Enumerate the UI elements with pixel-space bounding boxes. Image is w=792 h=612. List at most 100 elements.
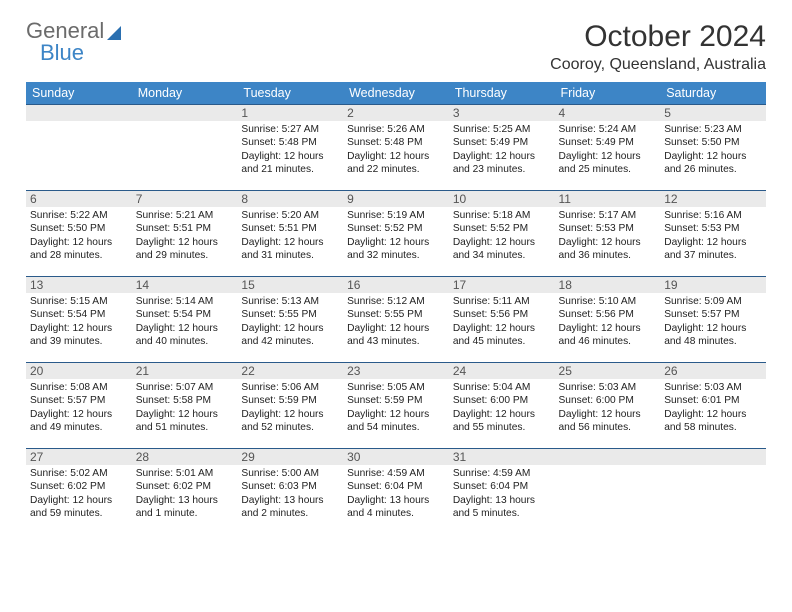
day-details: Sunrise: 5:24 AMSunset: 5:49 PMDaylight:… — [559, 123, 657, 176]
calendar-cell: 21Sunrise: 5:07 AMSunset: 5:58 PMDayligh… — [132, 363, 238, 449]
day-number: 29 — [237, 449, 343, 465]
day-number: 2 — [343, 105, 449, 121]
day-number: 13 — [26, 277, 132, 293]
title-block: October 2024 Cooroy, Queensland, Austral… — [550, 20, 766, 74]
weekday-header: Saturday — [660, 82, 766, 105]
calendar-cell: 17Sunrise: 5:11 AMSunset: 5:56 PMDayligh… — [449, 277, 555, 363]
calendar-cell: 12Sunrise: 5:16 AMSunset: 5:53 PMDayligh… — [660, 191, 766, 277]
calendar-cell: 18 Sunrise: 5:10 AMSunset: 5:56 PMDayligh… — [555, 277, 661, 363]
day-details: Sunrise: 5:02 AMSunset: 6:02 PMDaylight:… — [30, 467, 128, 520]
calendar-cell: 2 Sunrise: 5:26 AMSunset: 5:48 PMDaylight… — [343, 105, 449, 191]
calendar-cell: 28Sunrise: 5:01 AMSunset: 6:02 PMDayligh… — [132, 449, 238, 535]
day-number: 6 — [26, 191, 132, 207]
calendar-cell: 10 Sunrise: 5:18 AMSunset: 5:52 PMDayligh… — [449, 191, 555, 277]
day-details: Sunrise: 5:18 AMSunset: 5:52 PMDaylight:… — [453, 209, 551, 262]
day-details: Sunrise: 5:19 AMSunset: 5:52 PMDaylight:… — [347, 209, 445, 262]
calendar-cell: 1 Sunrise: 5:27 AMSunset: 5:48 PMDaylight… — [237, 105, 343, 191]
day-number-empty — [26, 105, 132, 121]
day-number: 10 — [449, 191, 555, 207]
day-details: Sunrise: 5:08 AMSunset: 5:57 PMDaylight:… — [30, 381, 128, 434]
day-number: 23 — [343, 363, 449, 379]
day-details: Sunrise: 5:10 AMSunset: 5:56 PMDaylight:… — [559, 295, 657, 348]
day-details: Sunrise: 5:05 AMSunset: 5:59 PMDaylight:… — [347, 381, 445, 434]
day-number: 9 — [343, 191, 449, 207]
day-number: 30 — [343, 449, 449, 465]
calendar-cell — [555, 449, 661, 535]
day-details: Sunrise: 5:13 AMSunset: 5:55 PMDaylight:… — [241, 295, 339, 348]
page-title: October 2024 — [550, 20, 766, 54]
day-number: 17 — [449, 277, 555, 293]
day-details: Sunrise: 5:17 AMSunset: 5:53 PMDaylight:… — [559, 209, 657, 262]
calendar-cell: 4Sunrise: 5:24 AMSunset: 5:49 PMDaylight… — [555, 105, 661, 191]
day-details: Sunrise: 4:59 AMSunset: 6:04 PMDaylight:… — [347, 467, 445, 520]
calendar-row: 27 Sunrise: 5:02 AMSunset: 6:02 PMDayligh… — [26, 449, 766, 535]
calendar-cell: 30 Sunrise: 4:59 AMSunset: 6:04 PMDayligh… — [343, 449, 449, 535]
calendar-cell: 22 Sunrise: 5:06 AMSunset: 5:59 PMDayligh… — [237, 363, 343, 449]
day-details: Sunrise: 5:06 AMSunset: 5:59 PMDaylight:… — [241, 381, 339, 434]
calendar-cell: 15 Sunrise: 5:13 AMSunset: 5:55 PMDayligh… — [237, 277, 343, 363]
day-number: 26 — [660, 363, 766, 379]
day-number: 18 — [555, 277, 661, 293]
day-details: Sunrise: 5:23 AMSunset: 5:50 PMDaylight:… — [664, 123, 762, 176]
day-details: Sunrise: 4:59 AMSunset: 6:04 PMDaylight:… — [453, 467, 551, 520]
weekday-header: Tuesday — [237, 82, 343, 105]
day-details: Sunrise: 5:21 AMSunset: 5:51 PMDaylight:… — [136, 209, 234, 262]
calendar-cell: 25Sunrise: 5:03 AMSunset: 6:00 PMDayligh… — [555, 363, 661, 449]
day-details: Sunrise: 5:15 AMSunset: 5:54 PMDaylight:… — [30, 295, 128, 348]
header: General Blue October 2024 Cooroy, Queens… — [26, 20, 766, 74]
day-number: 25 — [555, 363, 661, 379]
day-number: 12 — [660, 191, 766, 207]
calendar-cell: 14 Sunrise: 5:14 AMSunset: 5:54 PMDayligh… — [132, 277, 238, 363]
weekday-header: Sunday — [26, 82, 132, 105]
logo: General Blue — [26, 20, 121, 64]
day-details: Sunrise: 5:00 AMSunset: 6:03 PMDaylight:… — [241, 467, 339, 520]
calendar-cell: 11 Sunrise: 5:17 AMSunset: 5:53 PMDayligh… — [555, 191, 661, 277]
day-number: 1 — [237, 105, 343, 121]
calendar-cell: 6Sunrise: 5:22 AMSunset: 5:50 PMDaylight… — [26, 191, 132, 277]
day-number: 7 — [132, 191, 238, 207]
calendar-cell — [26, 105, 132, 191]
day-number: 21 — [132, 363, 238, 379]
day-number: 20 — [26, 363, 132, 379]
day-number: 14 — [132, 277, 238, 293]
logo-word1: General — [26, 20, 104, 42]
day-number: 3 — [449, 105, 555, 121]
weekday-header: Thursday — [449, 82, 555, 105]
day-details: Sunrise: 5:27 AMSunset: 5:48 PMDaylight:… — [241, 123, 339, 176]
day-details: Sunrise: 5:01 AMSunset: 6:02 PMDaylight:… — [136, 467, 234, 520]
calendar-row: 20 Sunrise: 5:08 AMSunset: 5:57 PMDayligh… — [26, 363, 766, 449]
calendar-cell: 16Sunrise: 5:12 AMSunset: 5:55 PMDayligh… — [343, 277, 449, 363]
calendar-cell: 23 Sunrise: 5:05 AMSunset: 5:59 PMDayligh… — [343, 363, 449, 449]
day-details: Sunrise: 5:14 AMSunset: 5:54 PMDaylight:… — [136, 295, 234, 348]
calendar-cell: 5 Sunrise: 5:23 AMSunset: 5:50 PMDaylight… — [660, 105, 766, 191]
weekday-header: Friday — [555, 82, 661, 105]
calendar-cell: 29 Sunrise: 5:00 AMSunset: 6:03 PMDayligh… — [237, 449, 343, 535]
day-details: Sunrise: 5:04 AMSunset: 6:00 PMDaylight:… — [453, 381, 551, 434]
calendar-cell: 24 Sunrise: 5:04 AMSunset: 6:00 PMDayligh… — [449, 363, 555, 449]
calendar-table: SundayMondayTuesdayWednesdayThursdayFrid… — [26, 82, 766, 535]
calendar-cell: 3Sunrise: 5:25 AMSunset: 5:49 PMDaylight… — [449, 105, 555, 191]
day-number: 15 — [237, 277, 343, 293]
calendar-cell: 7 Sunrise: 5:21 AMSunset: 5:51 PMDaylight… — [132, 191, 238, 277]
day-number-empty — [660, 449, 766, 465]
calendar-cell — [132, 105, 238, 191]
weekday-header: Wednesday — [343, 82, 449, 105]
day-number-empty — [132, 105, 238, 121]
calendar-cell: 20 Sunrise: 5:08 AMSunset: 5:57 PMDayligh… — [26, 363, 132, 449]
day-number: 5 — [660, 105, 766, 121]
calendar-cell: 27 Sunrise: 5:02 AMSunset: 6:02 PMDayligh… — [26, 449, 132, 535]
day-number: 27 — [26, 449, 132, 465]
day-number: 16 — [343, 277, 449, 293]
calendar-cell: 13 Sunrise: 5:15 AMSunset: 5:54 PMDayligh… — [26, 277, 132, 363]
calendar-cell — [660, 449, 766, 535]
calendar-row: 6Sunrise: 5:22 AMSunset: 5:50 PMDaylight… — [26, 191, 766, 277]
day-number: 11 — [555, 191, 661, 207]
day-details: Sunrise: 5:26 AMSunset: 5:48 PMDaylight:… — [347, 123, 445, 176]
weekday-header: Monday — [132, 82, 238, 105]
day-number: 22 — [237, 363, 343, 379]
logo-triangle-icon — [107, 26, 121, 40]
calendar-cell: 26Sunrise: 5:03 AMSunset: 6:01 PMDayligh… — [660, 363, 766, 449]
day-number: 24 — [449, 363, 555, 379]
logo-word2: Blue — [40, 42, 121, 64]
calendar-cell: 9 Sunrise: 5:19 AMSunset: 5:52 PMDaylight… — [343, 191, 449, 277]
